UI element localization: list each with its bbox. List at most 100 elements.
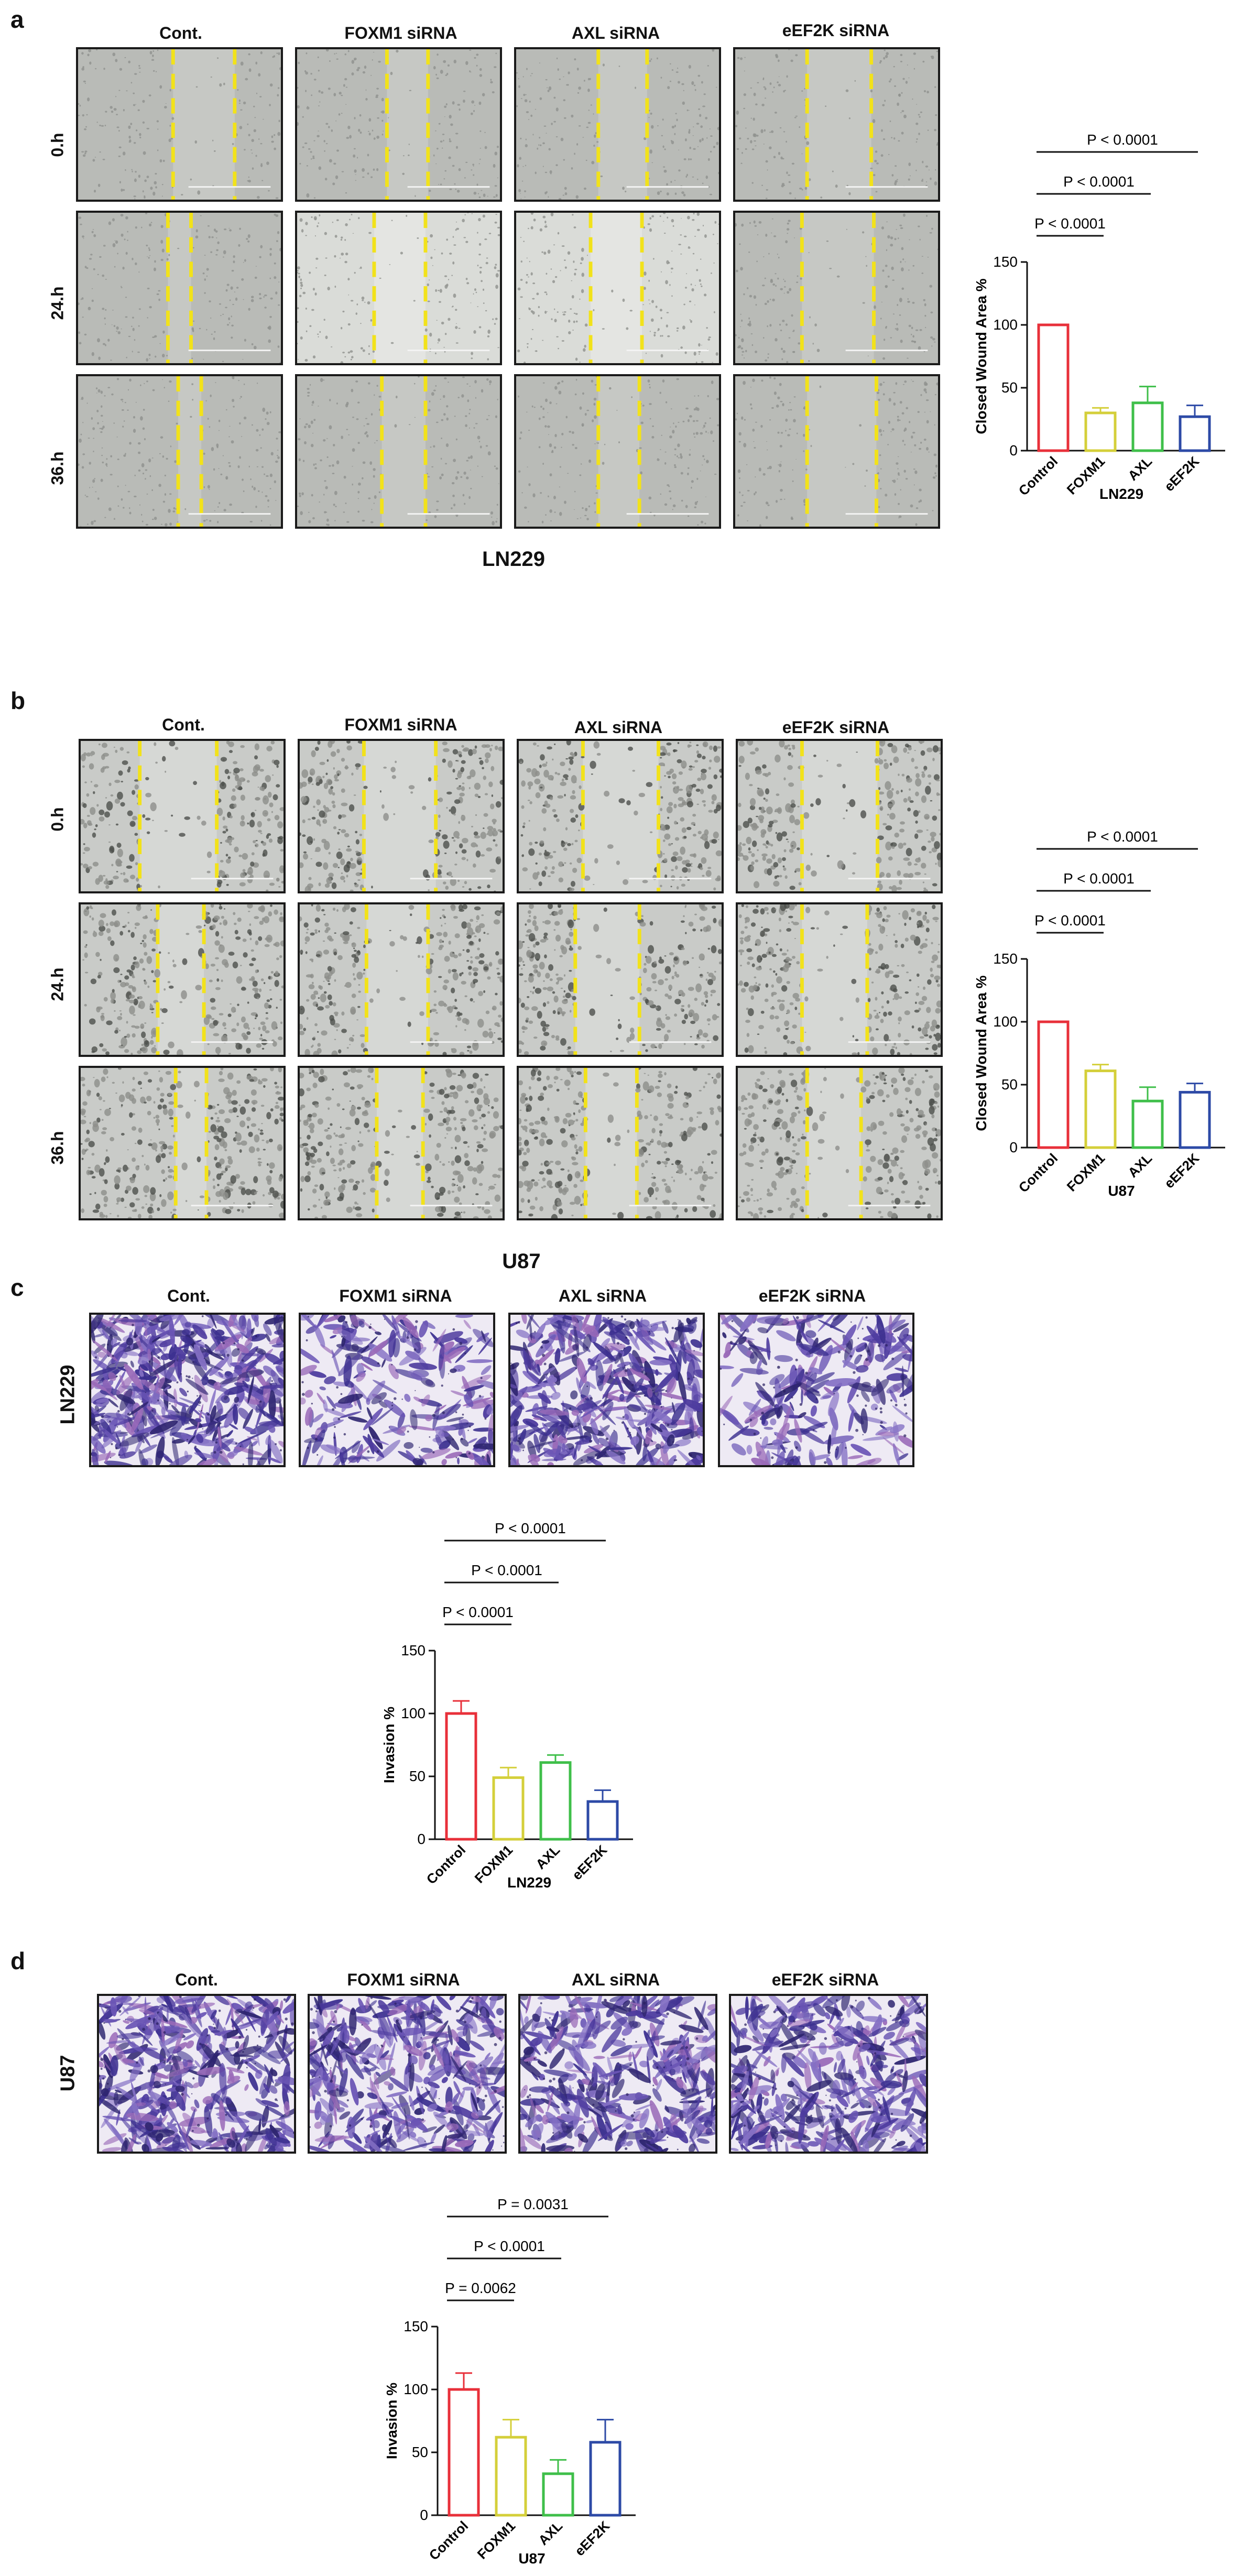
y-axis-label: Closed Wound Area % bbox=[973, 975, 989, 1131]
x-tick-label: eEF2K bbox=[569, 1842, 610, 1883]
micrograph-tile bbox=[295, 211, 502, 365]
micrograph-tile bbox=[733, 374, 940, 529]
y-tick-label: 50 bbox=[1001, 1076, 1018, 1093]
panel-caption-a: LN229 bbox=[482, 548, 546, 571]
bar-foxm1 bbox=[492, 1776, 525, 1841]
y-tick-label: 0 bbox=[417, 1831, 426, 1847]
col-label-eef2k-b: eEF2K siRNA bbox=[782, 718, 890, 737]
bar-control bbox=[1037, 1020, 1070, 1149]
chart-caption: U87 bbox=[518, 2550, 545, 2567]
p-value-label: P = 0.0062 bbox=[445, 2280, 516, 2296]
row-label-u87-d: U87 bbox=[57, 2055, 79, 2092]
micrograph-tile bbox=[736, 739, 943, 893]
col-label-axl-d: AXL siRNA bbox=[571, 1970, 660, 1989]
p-value-label: P < 0.0001 bbox=[1034, 215, 1106, 232]
invasion-image-row-c bbox=[89, 1313, 917, 1472]
panel-letter-d: d bbox=[10, 1947, 26, 1974]
micrograph-tile bbox=[736, 902, 943, 1057]
panel-letter-c: c bbox=[10, 1274, 24, 1301]
col-label-axl: AXL siRNA bbox=[571, 24, 660, 42]
invasion-micrograph-tile bbox=[518, 1994, 717, 2154]
row-label-ln229-c: LN229 bbox=[57, 1365, 79, 1425]
micrograph-tile bbox=[295, 374, 502, 529]
x-tick-label: FOXM1 bbox=[474, 2518, 519, 2562]
chart-caption: LN229 bbox=[507, 1874, 551, 1891]
y-tick-label: 50 bbox=[1001, 379, 1018, 396]
p-value-label: P < 0.0001 bbox=[495, 1520, 566, 1536]
chart-caption: LN229 bbox=[1099, 486, 1143, 502]
bar-chart-d: 0 50 100 150 Invasion % Control FOXM1 AXL eEF2K P… bbox=[364, 2169, 658, 2573]
p-value-label: P < 0.0001 bbox=[474, 2238, 545, 2254]
y-axis-label: Closed Wound Area % bbox=[973, 278, 989, 434]
x-tick-label: FOXM1 bbox=[1064, 1150, 1108, 1195]
y-axis-label: Invasion % bbox=[384, 2383, 400, 2459]
x-tick-label: AXL bbox=[535, 2518, 565, 2548]
bar-chart-c: 0 50 100 150 Invasion % Control FOXM1 AXL eEF2K P… bbox=[362, 1493, 655, 1897]
bar-axl bbox=[1131, 401, 1164, 452]
p-value-label: P = 0.0031 bbox=[497, 2196, 569, 2212]
micrograph-tile bbox=[79, 739, 286, 893]
bar-foxm1 bbox=[495, 2436, 527, 2517]
micrograph-tile bbox=[733, 47, 940, 202]
row-label-36h-b: 36.h bbox=[48, 1131, 67, 1165]
x-tick-label: AXL bbox=[1125, 453, 1155, 484]
row-label-0h: 0.h bbox=[48, 133, 67, 157]
p-value-label: P < 0.0001 bbox=[1063, 870, 1135, 887]
bar-eef2k bbox=[1179, 1090, 1211, 1149]
bar-foxm1 bbox=[1084, 411, 1117, 452]
invasion-micrograph-tile bbox=[508, 1313, 705, 1467]
p-value-label: P < 0.0001 bbox=[1034, 912, 1106, 929]
bar-chart-a: 0 50 100 150 Closed Wound Area % Control FOXM1… bbox=[954, 105, 1247, 502]
micrograph-tile bbox=[79, 1066, 286, 1220]
x-tick-label: AXL bbox=[532, 1842, 563, 1872]
bar-eef2k bbox=[586, 1800, 619, 1841]
x-tick-label: Control bbox=[426, 2518, 472, 2563]
panel-letter-a: a bbox=[10, 6, 24, 33]
col-label-cont-b: Cont. bbox=[162, 715, 205, 734]
micrograph-tile bbox=[514, 47, 721, 202]
micrograph-tile bbox=[79, 902, 286, 1057]
col-label-foxm1-c: FOXM1 siRNA bbox=[339, 1286, 452, 1305]
bar-chart-b: 0 50 100 150 Closed Wound Area % Control FOXM1… bbox=[954, 802, 1247, 1199]
invasion-micrograph-tile bbox=[729, 1994, 928, 2154]
y-tick-label: 100 bbox=[993, 316, 1018, 333]
micrograph-tile bbox=[514, 374, 721, 529]
micrograph-tile bbox=[517, 1066, 724, 1220]
micrograph-tile bbox=[76, 47, 283, 202]
bar-eef2k bbox=[589, 2441, 621, 2517]
p-value-label: P < 0.0001 bbox=[471, 1562, 542, 1578]
invasion-micrograph-tile bbox=[718, 1313, 914, 1467]
row-label-36h: 36.h bbox=[48, 451, 67, 485]
bar-axl bbox=[539, 1761, 572, 1841]
invasion-micrograph-tile bbox=[299, 1313, 495, 1467]
chart-caption: U87 bbox=[1108, 1183, 1135, 1199]
wound-image-grid-b bbox=[79, 739, 948, 1231]
col-label-cont-d: Cont. bbox=[175, 1970, 218, 1989]
row-label-24h-b: 24.h bbox=[48, 967, 67, 1001]
invasion-micrograph-tile bbox=[97, 1994, 296, 2154]
wound-image-grid-a bbox=[76, 47, 946, 540]
micrograph-tile bbox=[517, 739, 724, 893]
x-tick-label: eEF2K bbox=[572, 2518, 613, 2559]
micrograph-tile bbox=[76, 374, 283, 529]
x-tick-label: Control bbox=[1016, 1150, 1061, 1196]
p-value-label: P < 0.0001 bbox=[1087, 828, 1158, 845]
col-label-axl-b: AXL siRNA bbox=[574, 718, 663, 737]
y-tick-label: 0 bbox=[1009, 442, 1018, 459]
bar-axl bbox=[1131, 1099, 1164, 1149]
y-tick-label: 150 bbox=[401, 1642, 426, 1658]
col-label-cont: Cont. bbox=[159, 24, 202, 42]
panel-caption-b: U87 bbox=[502, 1250, 541, 1273]
y-tick-label: 100 bbox=[993, 1013, 1018, 1030]
y-tick-label: 150 bbox=[993, 254, 1018, 270]
invasion-micrograph-tile bbox=[89, 1313, 286, 1467]
micrograph-tile bbox=[514, 211, 721, 365]
bar-control bbox=[445, 1712, 477, 1841]
micrograph-tile bbox=[298, 902, 505, 1057]
y-tick-label: 0 bbox=[420, 2507, 428, 2523]
micrograph-tile bbox=[295, 47, 502, 202]
row-label-24h: 24.h bbox=[48, 286, 67, 320]
y-tick-label: 150 bbox=[404, 2318, 428, 2334]
col-label-eef2k: eEF2K siRNA bbox=[782, 21, 890, 40]
y-tick-label: 0 bbox=[1009, 1139, 1018, 1155]
